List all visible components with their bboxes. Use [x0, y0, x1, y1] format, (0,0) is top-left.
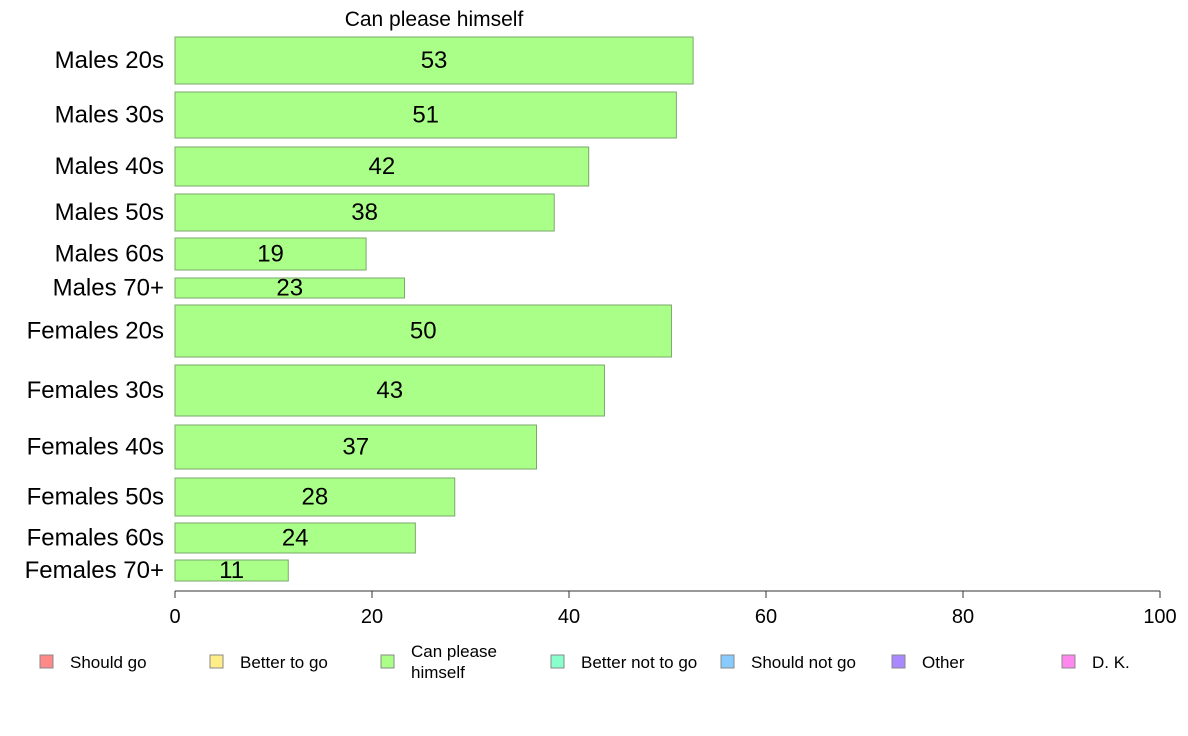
legend-item: Can please himself [380, 642, 497, 682]
x-tick-label: 0 [169, 606, 180, 628]
bar-value-label: 28 [302, 484, 329, 511]
bar [174, 237, 367, 271]
legend: Should go Better to go Can please himself Be… [39, 642, 1130, 682]
category-label: Females 30s [27, 377, 164, 404]
bar [174, 304, 672, 358]
category-label: Females 60s [27, 525, 164, 552]
category-label: Males 20s [55, 47, 164, 74]
category-label: Males 40s [55, 153, 164, 180]
bar [174, 424, 537, 470]
legend-swatch [1061, 654, 1076, 669]
bar [174, 146, 590, 187]
category-label: Females 50s [27, 484, 164, 511]
bar-value-label: 51 [412, 102, 439, 129]
bar [174, 477, 456, 517]
legend-item: Should go [39, 653, 147, 672]
legend-label: D. K. [1092, 653, 1130, 672]
bar [174, 36, 694, 85]
category-label: Females 20s [27, 318, 164, 345]
bar-value-label: 24 [282, 525, 309, 552]
x-axis: 0 20 40 60 80 100 [169, 590, 1177, 628]
bar [174, 193, 555, 232]
bar [174, 364, 605, 417]
bar-value-label: 50 [410, 318, 437, 345]
bar-value-label: 43 [376, 377, 403, 404]
bar [174, 559, 289, 582]
x-tick-label: 100 [1143, 606, 1176, 628]
bar-value-label: 37 [342, 434, 369, 461]
bar-value-label: 19 [257, 241, 284, 268]
chart-title: Can please himself [345, 8, 524, 31]
bar [174, 91, 677, 139]
legend-label: Should go [70, 653, 147, 672]
category-label: Males 50s [55, 199, 164, 226]
x-tick-label: 80 [952, 606, 974, 628]
category-label: Males 70+ [53, 275, 164, 302]
legend-swatch [380, 654, 395, 669]
legend-swatch [720, 654, 735, 669]
bar-value-label: 53 [421, 47, 448, 74]
legend-swatch [891, 654, 906, 669]
legend-label: Other [922, 653, 965, 672]
legend-item: Better not to go [550, 653, 697, 672]
x-tick-label: 60 [755, 606, 777, 628]
legend-swatch [39, 654, 54, 669]
legend-item: D. K. [1061, 653, 1130, 672]
legend-label: Better not to go [581, 653, 697, 672]
category-label: Males 30s [55, 102, 164, 129]
legend-label: Better to go [240, 653, 328, 672]
bars-group: Males 20s 53 Males 30s 51 Males 40s 42 Males 5… [25, 36, 694, 584]
legend-item: Better to go [209, 653, 328, 672]
legend-item: Should not go [720, 653, 856, 672]
category-label: Males 60s [55, 241, 164, 268]
legend-label: Can please himself [411, 642, 497, 682]
bar-value-label: 42 [368, 153, 395, 180]
bar-value-label: 38 [351, 199, 378, 226]
legend-swatch [550, 654, 565, 669]
category-label: Females 40s [27, 434, 164, 461]
legend-item: Other [891, 653, 965, 672]
category-label: Females 70+ [25, 557, 164, 584]
bar-value-label: 11 [219, 557, 244, 584]
legend-swatch [209, 654, 224, 669]
legend-label: Should not go [751, 653, 856, 672]
x-tick-label: 20 [361, 606, 383, 628]
bar [174, 277, 406, 299]
bar [174, 522, 416, 554]
x-tick-label: 40 [558, 606, 580, 628]
bar-value-label: 23 [276, 275, 303, 302]
